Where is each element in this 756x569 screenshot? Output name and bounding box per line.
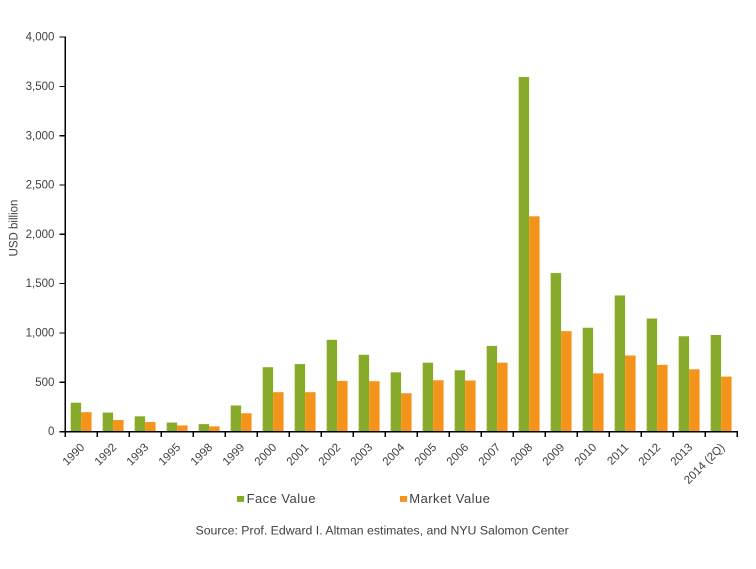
svg-text:0: 0	[48, 426, 54, 438]
svg-text:4,000: 4,000	[26, 32, 55, 44]
svg-text:3,500: 3,500	[26, 81, 55, 93]
svg-text:Market Value: Market Value	[409, 491, 490, 506]
svg-text:USD billion: USD billion	[9, 200, 21, 257]
svg-text:1,500: 1,500	[26, 278, 55, 290]
svg-text:2,500: 2,500	[26, 180, 55, 192]
svg-text:Face Value: Face Value	[247, 491, 316, 506]
svg-text:500: 500	[35, 377, 54, 389]
svg-text:1,000: 1,000	[26, 328, 55, 340]
svg-text:Source: Prof. Edward I. Altman: Source: Prof. Edward I. Altman estimates…	[196, 524, 569, 538]
svg-text:3,000: 3,000	[26, 130, 55, 142]
svg-text:2,000: 2,000	[26, 229, 55, 241]
